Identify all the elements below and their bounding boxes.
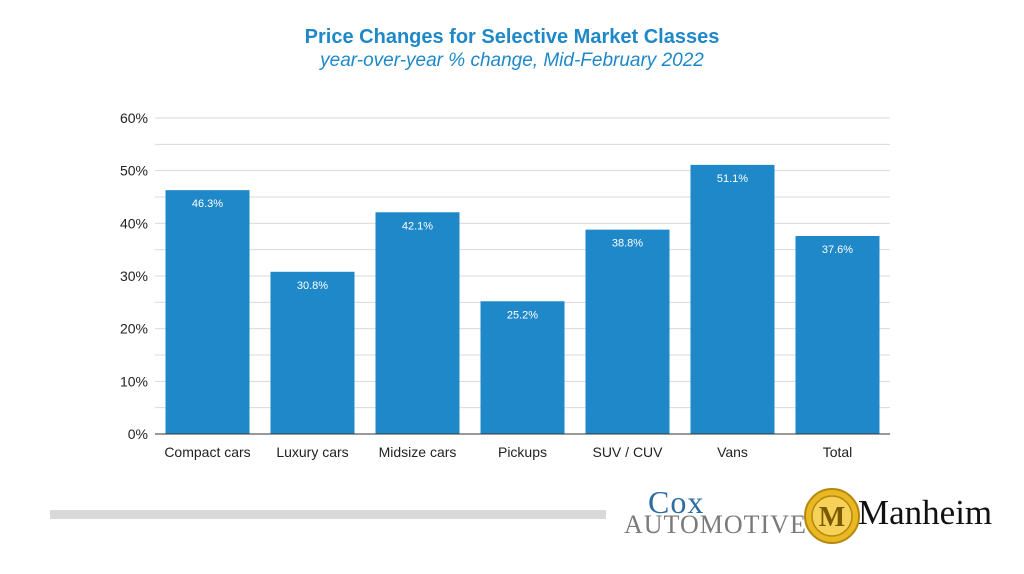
chart-title: Price Changes for Selective Market Class…: [304, 26, 720, 48]
data-label: 42.1%: [402, 220, 433, 232]
x-tick-label: Vans: [717, 444, 748, 460]
y-tick-label: 10%: [120, 373, 148, 389]
y-tick-label: 20%: [120, 321, 148, 337]
data-label: 25.2%: [507, 309, 538, 321]
x-tick-label: Luxury cars: [276, 444, 348, 460]
data-label: 51.1%: [717, 173, 748, 185]
x-tick-label: Compact cars: [164, 444, 250, 460]
bar: [375, 212, 460, 434]
bar: [480, 301, 565, 434]
data-label: 30.8%: [297, 280, 328, 292]
x-tick-label: Total: [823, 444, 853, 460]
bar: [795, 235, 880, 434]
y-tick-label: 60%: [120, 110, 148, 126]
y-tick-label: 0%: [128, 426, 148, 442]
chart-subtitle: year-over-year % change, Mid-February 20…: [320, 50, 704, 71]
data-label: 37.6%: [822, 244, 853, 256]
bar: [690, 164, 775, 434]
footer-divider-bar: [50, 510, 606, 519]
automotive-logo-word: AutomotiveTM: [624, 510, 819, 540]
manheim-emblem-letter: M: [819, 502, 845, 533]
data-label: 46.3%: [192, 198, 223, 210]
bar: [585, 229, 670, 434]
cox-automotive-logo: Cox AutomotiveTM: [622, 484, 818, 546]
automotive-text: Automotive: [624, 510, 807, 539]
data-label: 38.8%: [612, 238, 643, 250]
y-tick-label: 30%: [120, 268, 148, 284]
manheim-logo-word: Manheim: [858, 493, 993, 532]
cox-logo-word: Cox: [648, 484, 705, 520]
manheim-emblem-icon: M: [804, 488, 860, 544]
y-tick-label: 50%: [120, 163, 148, 179]
x-tick-label: Midsize cars: [379, 444, 457, 460]
bar: [165, 190, 250, 434]
bar: [270, 271, 355, 434]
bar-chart: 0% 10% 20% 30% 40% 50% 60% 46.3% Compact cars 30.…: [120, 110, 890, 460]
x-tick-label: Pickups: [498, 444, 547, 460]
y-tick-label: 40%: [120, 215, 148, 231]
x-tick-label: SUV / CUV: [592, 444, 663, 460]
